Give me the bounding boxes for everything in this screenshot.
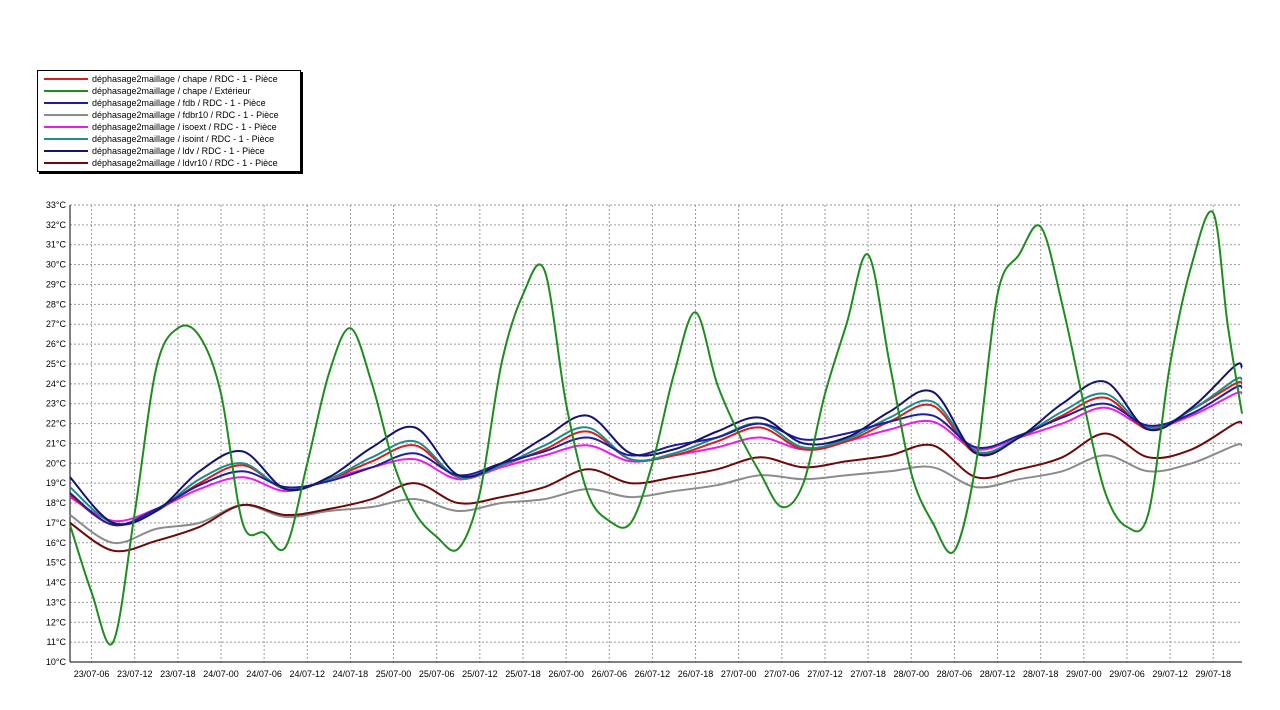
y-tick-label: 33°C bbox=[46, 200, 67, 210]
x-tick-label: 27/07-00 bbox=[721, 669, 757, 679]
y-tick-label: 11°C bbox=[47, 637, 67, 647]
y-tick-label: 21°C bbox=[46, 438, 67, 448]
legend-swatch bbox=[44, 102, 88, 104]
y-tick-label: 19°C bbox=[46, 478, 67, 488]
legend-swatch bbox=[44, 126, 88, 128]
x-tick-label: 25/07-00 bbox=[376, 669, 412, 679]
x-tick-label: 28/07-12 bbox=[980, 669, 1016, 679]
x-tick-label: 29/07-06 bbox=[1109, 669, 1145, 679]
y-tick-label: 25°C bbox=[46, 359, 67, 369]
x-tick-label: 25/07-06 bbox=[419, 669, 455, 679]
y-tick-label: 16°C bbox=[46, 538, 67, 548]
y-tick-label: 27°C bbox=[46, 319, 67, 329]
y-tick-label: 28°C bbox=[46, 299, 67, 309]
y-tick-label: 15°C bbox=[46, 558, 67, 568]
legend-label: déphasage2maillage / fdb / RDC - 1 - Piè… bbox=[92, 98, 266, 108]
y-tick-label: 26°C bbox=[46, 339, 67, 349]
x-tick-label: 25/07-12 bbox=[462, 669, 498, 679]
x-tick-label: 29/07-12 bbox=[1152, 669, 1188, 679]
x-tick-label: 26/07-06 bbox=[591, 669, 627, 679]
y-tick-label: 32°C bbox=[46, 220, 67, 230]
series-line bbox=[69, 362, 1243, 526]
x-tick-label: 23/07-06 bbox=[74, 669, 110, 679]
y-tick-label: 12°C bbox=[46, 617, 67, 627]
x-tick-label: 23/07-18 bbox=[160, 669, 196, 679]
legend-swatch bbox=[44, 90, 88, 92]
y-tick-label: 22°C bbox=[46, 419, 67, 429]
legend-entry: déphasage2maillage / ldv / RDC - 1 - Piè… bbox=[38, 145, 300, 157]
x-tick-label: 26/07-12 bbox=[635, 669, 671, 679]
y-tick-label: 23°C bbox=[46, 399, 67, 409]
legend-swatch bbox=[44, 114, 88, 116]
legend-entry: déphasage2maillage / isoext / RDC - 1 - … bbox=[38, 121, 300, 133]
legend-label: déphasage2maillage / ldv / RDC - 1 - Piè… bbox=[92, 146, 265, 156]
legend-label: déphasage2maillage / isoext / RDC - 1 - … bbox=[92, 122, 277, 132]
y-tick-label: 13°C bbox=[46, 597, 67, 607]
x-tick-label: 28/07-18 bbox=[1023, 669, 1059, 679]
legend-entry: déphasage2maillage / fdb / RDC - 1 - Piè… bbox=[38, 97, 300, 109]
legend-entry: déphasage2maillage / chape / Extérieur bbox=[38, 85, 300, 97]
y-tick-label: 20°C bbox=[46, 458, 67, 468]
series-line bbox=[69, 420, 1243, 553]
y-tick-label: 14°C bbox=[46, 578, 67, 588]
series-line bbox=[69, 443, 1243, 544]
x-tick-label: 23/07-12 bbox=[117, 669, 153, 679]
x-tick-label: 29/07-00 bbox=[1066, 669, 1102, 679]
legend-entry: déphasage2maillage / ldvr10 / RDC - 1 - … bbox=[38, 157, 300, 169]
x-tick-label: 24/07-18 bbox=[333, 669, 369, 679]
legend-label: déphasage2maillage / fdbr10 / RDC - 1 - … bbox=[92, 110, 279, 120]
x-tick-label: 26/07-18 bbox=[678, 669, 714, 679]
x-tick-label: 27/07-18 bbox=[850, 669, 886, 679]
y-tick-label: 10°C bbox=[46, 657, 67, 667]
y-tick-label: 17°C bbox=[46, 518, 67, 528]
legend-label: déphasage2maillage / chape / RDC - 1 - P… bbox=[92, 74, 278, 84]
x-tick-label: 26/07-00 bbox=[548, 669, 584, 679]
x-tick-label: 24/07-00 bbox=[203, 669, 239, 679]
x-tick-label: 24/07-06 bbox=[246, 669, 282, 679]
series-line bbox=[69, 391, 1243, 523]
legend-entry: déphasage2maillage / fdbr10 / RDC - 1 - … bbox=[38, 109, 300, 121]
legend-label: déphasage2maillage / ldvr10 / RDC - 1 - … bbox=[92, 158, 278, 168]
legend-label: déphasage2maillage / isoint / RDC - 1 - … bbox=[92, 134, 275, 144]
y-tick-label: 31°C bbox=[46, 240, 67, 250]
x-tick-label: 27/07-06 bbox=[764, 669, 800, 679]
y-tick-label: 29°C bbox=[46, 279, 67, 289]
x-tick-label: 25/07-18 bbox=[505, 669, 541, 679]
legend-swatch bbox=[44, 138, 88, 140]
legend-swatch bbox=[44, 78, 88, 80]
series-line bbox=[69, 384, 1243, 527]
x-tick-label: 27/07-12 bbox=[807, 669, 843, 679]
legend-label: déphasage2maillage / chape / Extérieur bbox=[92, 86, 251, 96]
chart-legend: déphasage2maillage / chape / RDC - 1 - P… bbox=[37, 70, 301, 172]
y-tick-label: 30°C bbox=[46, 260, 67, 270]
x-tick-label: 29/07-18 bbox=[1195, 669, 1231, 679]
x-tick-label: 28/07-00 bbox=[893, 669, 929, 679]
y-tick-label: 18°C bbox=[46, 498, 67, 508]
x-tick-label: 24/07-12 bbox=[290, 669, 326, 679]
legend-swatch bbox=[44, 150, 88, 152]
legend-entry: déphasage2maillage / isoint / RDC - 1 - … bbox=[38, 133, 300, 145]
y-tick-label: 24°C bbox=[46, 379, 67, 389]
series-line bbox=[69, 210, 1243, 646]
x-tick-label: 28/07-06 bbox=[937, 669, 973, 679]
legend-entry: déphasage2maillage / chape / RDC - 1 - P… bbox=[38, 73, 300, 85]
legend-swatch bbox=[44, 162, 88, 164]
